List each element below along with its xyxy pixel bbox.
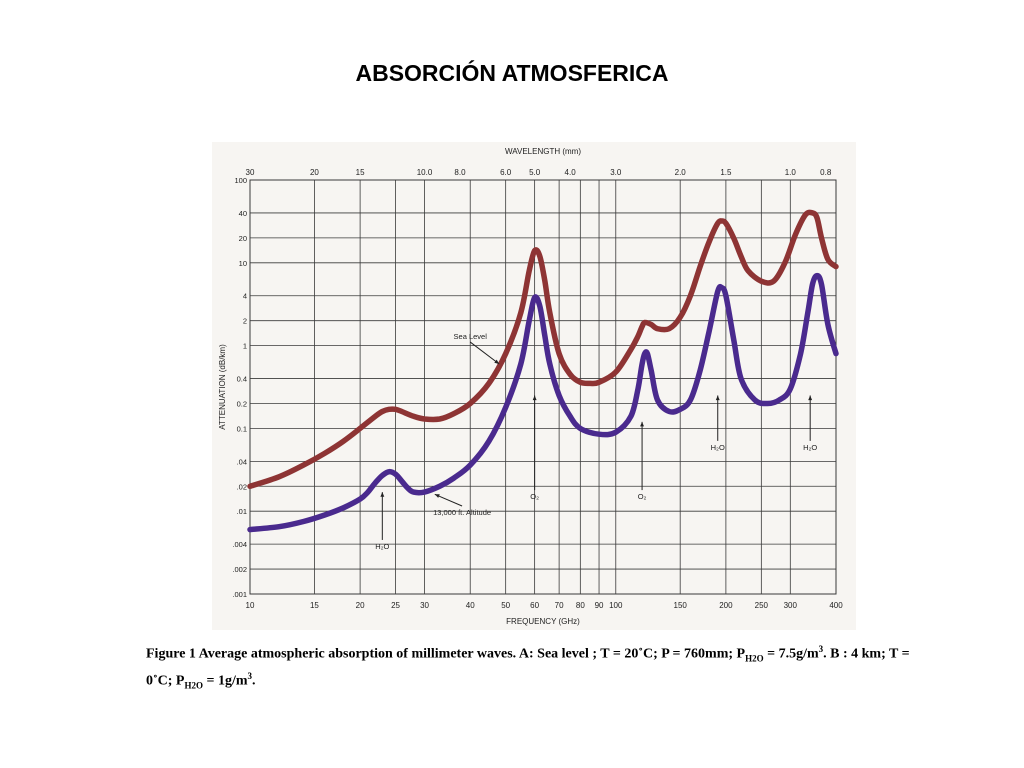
top-axis-title: WAVELENGTH (mm) — [505, 147, 581, 156]
annotation-arrowhead — [640, 421, 644, 427]
caption-part4: = 1g/m — [203, 674, 248, 690]
slide-title: ABSORCIÓN ATMOSFERICA — [355, 60, 669, 86]
x-tick-label: 25 — [391, 601, 400, 610]
annotation-label: H₂O — [375, 542, 389, 551]
y-tick-label: .004 — [232, 540, 247, 549]
caption-sub2: H2O — [184, 680, 204, 691]
chart-axes: 10 15 20 25 30 40 50 60 70 80 90 100 150 200 250 300 400… — [218, 147, 843, 626]
top-tick-label: 4.0 — [565, 168, 577, 177]
attenuation-chart: 10 15 20 25 30 40 50 60 70 80 90 100 150 200 250 300 400… — [218, 147, 843, 626]
y-tick-label: .02 — [237, 482, 247, 491]
x-tick-label: 80 — [576, 601, 585, 610]
x-tick-label: 20 — [356, 601, 365, 610]
x-tick-label: 200 — [719, 601, 733, 610]
y-tick-label: 0.4 — [237, 375, 247, 384]
caption-sup1: 3 — [818, 644, 824, 654]
top-tick-label: 1.5 — [720, 168, 732, 177]
top-tick-label: 0.8 — [820, 168, 832, 177]
y-tick-label: 100 — [234, 176, 247, 185]
caption-part5: . — [252, 674, 256, 690]
top-tick-label: 20 — [310, 168, 319, 177]
x-tick-label: 250 — [755, 601, 769, 610]
x-tick-label: 70 — [555, 601, 564, 610]
y-tick-label: .002 — [232, 565, 247, 574]
y-axis-title: ATTENUATION (dB/km) — [218, 344, 227, 430]
annotation-label: O₂ — [530, 492, 539, 501]
top-tick-label: 30 — [246, 168, 255, 177]
x-tick-label: 400 — [829, 601, 843, 610]
y-tick-label: 0.2 — [237, 399, 247, 408]
annotation-arrowhead — [808, 395, 813, 401]
y-tick-label: 10 — [239, 259, 247, 268]
y-tick-label: 2 — [243, 317, 247, 326]
top-tick-label: 3.0 — [610, 168, 622, 177]
x-tick-label: 90 — [595, 601, 604, 610]
plot-frame — [249, 179, 837, 595]
caption-sup2: 3 — [247, 671, 253, 682]
annotation-label: H₂O — [803, 443, 817, 452]
y-tick-label: .01 — [237, 507, 247, 516]
y-tick-label: 20 — [239, 234, 247, 243]
caption-part2: = 7.5g/m — [763, 646, 819, 662]
x-tick-label: 40 — [466, 601, 475, 610]
top-tick-label: 8.0 — [454, 168, 466, 177]
annotation-arrow — [469, 341, 500, 365]
annotation-label: O₂ — [638, 492, 647, 501]
top-tick-label: 1.0 — [785, 168, 797, 177]
x-tick-label: 300 — [784, 601, 798, 610]
top-tick-label: 15 — [356, 168, 365, 177]
series-line-sea-level — [247, 209, 839, 490]
x-tick-label: 10 — [246, 601, 255, 610]
chart-grid — [249, 179, 837, 595]
x-tick-label: 15 — [310, 601, 319, 610]
x-tick-label: 100 — [609, 601, 623, 610]
annotation-arrowhead — [532, 395, 537, 401]
x-tick-label: 30 — [420, 601, 429, 610]
x-tick-label: 150 — [674, 601, 688, 610]
chart-figure: 10 15 20 25 30 40 50 60 70 80 90 100 150 200 250 300 400… — [212, 142, 856, 630]
annotation-arrow — [434, 493, 463, 507]
x-tick-label: 60 — [530, 601, 539, 610]
y-tick-label: 0.1 — [237, 424, 247, 433]
y-tick-label: 1 — [243, 342, 247, 351]
annotation-label: 13,000 ft. Altitude — [433, 508, 491, 517]
chart-annotations: Sea Level 13,000 ft. Altitude H₂O O₂ O₂ H₂O H₂… — [375, 332, 817, 551]
series-line-altitude — [247, 272, 839, 533]
y-tick-label: .001 — [232, 590, 247, 599]
top-tick-label: 5.0 — [529, 168, 541, 177]
chart-series — [247, 209, 839, 533]
y-tick-label: 4 — [243, 292, 247, 301]
annotation-label: H₂O — [711, 443, 725, 452]
annotation-arrowhead — [494, 359, 500, 364]
caption-part3: . B : 4 km; T = 0˚C; P — [146, 646, 910, 690]
annotation-label: Sea Level — [454, 332, 488, 341]
y-tick-label: 40 — [239, 209, 247, 218]
annotation-arrowhead — [380, 492, 385, 497]
x-tick-label: 50 — [501, 601, 510, 610]
top-tick-label: 10.0 — [417, 168, 433, 177]
annotation-arrowhead — [715, 395, 720, 401]
x-axis-title: FREQUENCY (GHz) — [506, 617, 580, 626]
y-tick-label: .04 — [237, 457, 247, 466]
top-tick-label: 6.0 — [500, 168, 512, 177]
figure-caption: Figure 1 Average atmospheric absorption … — [146, 640, 926, 695]
caption-sub1: H2O — [745, 653, 764, 664]
caption-part1: Figure 1 Average atmospheric absorption … — [146, 646, 746, 662]
top-tick-label: 2.0 — [675, 168, 687, 177]
annotation-arrowhead — [434, 494, 440, 498]
